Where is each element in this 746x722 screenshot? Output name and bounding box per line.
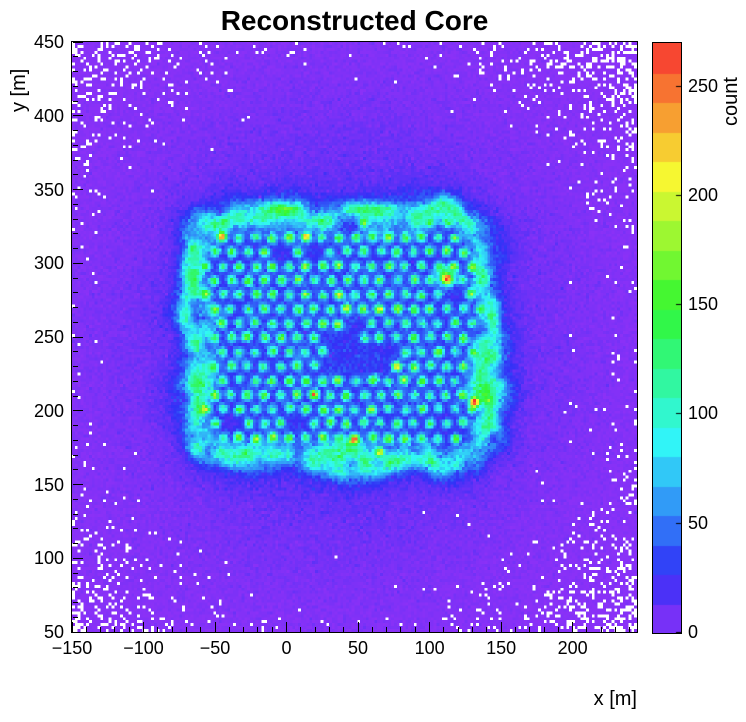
- y-tick-label: 300: [33, 253, 64, 274]
- y-tick-label: 450: [33, 32, 64, 52]
- heatmap-canvas: [72, 42, 637, 632]
- x-tick-label: 200: [557, 638, 588, 658]
- y-tick-label: 250: [33, 327, 64, 347]
- colorbar-tick-label: 200: [688, 184, 719, 205]
- y-tick-label: 150: [33, 474, 64, 495]
- y-tick-label: 100: [33, 548, 64, 569]
- y-tick-label: 200: [33, 400, 64, 421]
- x-tick-label: −50: [199, 638, 231, 658]
- chart-title: Reconstructed Core: [220, 5, 489, 36]
- x-tick-label: 0: [281, 638, 292, 658]
- x-tick-label: −100: [123, 638, 164, 658]
- y-axis-title: y [m]: [8, 68, 30, 112]
- colorbar-canvas: [652, 42, 682, 634]
- x-tick-label: 100: [414, 638, 445, 658]
- y-tick-label: 50: [43, 622, 64, 642]
- x-tick-label: 150: [486, 638, 517, 658]
- colorbar-tick-label: 0: [688, 622, 699, 642]
- colorbar-tick-label: 50: [688, 512, 709, 533]
- y-tick-label: 350: [33, 179, 64, 200]
- colorbar-tick-label: 100: [688, 403, 719, 424]
- x-axis-title: x [m]: [593, 688, 637, 710]
- x-tick-label: 50: [348, 638, 369, 658]
- colorbar-tick-label: 150: [688, 294, 719, 315]
- x-tick-label: −150: [51, 638, 93, 658]
- colorbar-title: count: [720, 77, 742, 126]
